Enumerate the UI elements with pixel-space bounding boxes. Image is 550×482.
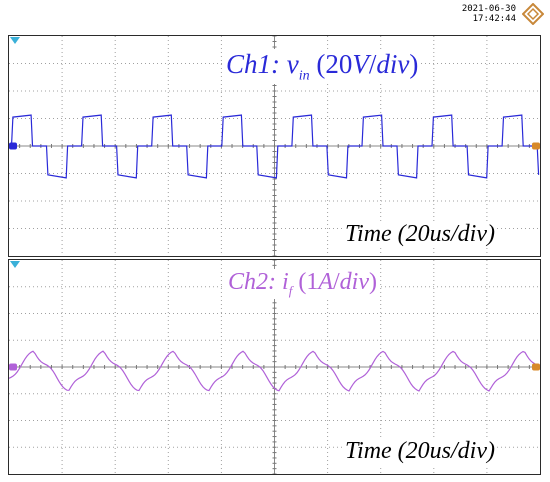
scale-number: 1 — [306, 269, 319, 295]
trigger-marker-icon — [10, 261, 20, 268]
waveform-ch1 — [9, 114, 540, 179]
ground-marker-right-icon — [532, 142, 540, 150]
ground-marker-left-icon — [9, 363, 17, 371]
variable-subscript: f — [288, 282, 293, 298]
scale-div: div — [339, 269, 369, 295]
scale-number: 20 — [325, 49, 353, 79]
ground-marker-right-icon — [532, 363, 540, 371]
scale-unit: V — [352, 49, 369, 79]
scale-div: div — [376, 49, 410, 79]
channel-name: Ch1 — [226, 49, 272, 79]
colon: : — [268, 269, 277, 295]
colon: : — [271, 49, 281, 79]
channel-label-ch1: Ch1: vin (20V/div) — [223, 49, 422, 85]
scale-slash: / — [332, 269, 340, 295]
variable-subscript: in — [298, 68, 310, 84]
scope-panel-ch1: Ch1: vin (20V/div) Time (20us/div) — [8, 35, 541, 257]
variable-name: v — [286, 49, 299, 79]
variable-name: i — [282, 269, 289, 295]
timestamp-date: 2021-06-30 — [461, 4, 516, 14]
time-label-ch1: Time (20us/div) — [343, 221, 497, 248]
scope-screen-ch2 — [9, 260, 540, 474]
channel-label-ch2: Ch2: if (1A/div) — [225, 269, 380, 299]
ground-marker-left-icon — [9, 142, 17, 150]
timestamp-time: 17:42:44 — [472, 14, 516, 24]
channel-name: Ch2 — [228, 269, 269, 295]
time-label-ch2: Time (20us/div) — [343, 438, 497, 465]
scale-slash: / — [368, 49, 377, 79]
timestamp: 2021-06-30 17:42:44 — [462, 4, 516, 24]
trigger-marker-icon — [10, 37, 20, 44]
waveform-ch2 — [9, 350, 540, 392]
scope-panel-ch2: Ch2: if (1A/div) Time (20us/div) — [8, 259, 541, 475]
logo-icon — [522, 3, 544, 25]
scale-unit: A — [318, 269, 333, 295]
